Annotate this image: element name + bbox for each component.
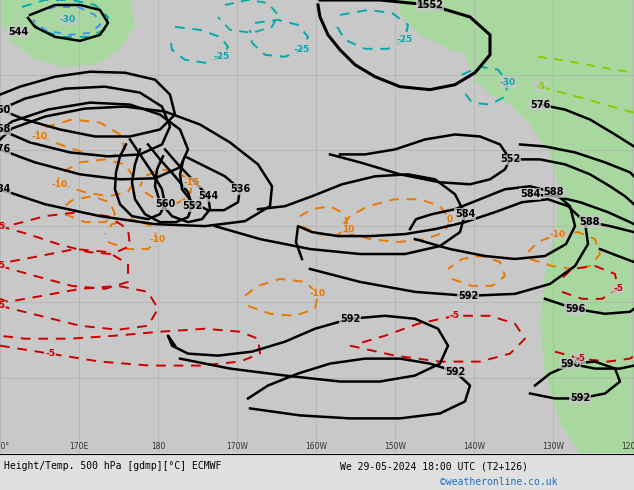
Text: 140W: 140W	[463, 442, 485, 451]
Text: 150W: 150W	[384, 442, 406, 451]
Text: 584: 584	[520, 189, 540, 199]
Text: -25: -25	[294, 45, 310, 54]
Text: -25: -25	[214, 52, 230, 61]
Text: 130W: 130W	[542, 442, 564, 451]
Text: 588: 588	[544, 187, 564, 197]
Text: 560: 560	[0, 104, 10, 115]
Text: -30: -30	[500, 78, 516, 87]
Text: 544: 544	[8, 27, 29, 37]
Text: ©weatheronline.co.uk: ©weatheronline.co.uk	[440, 477, 557, 487]
Text: 576: 576	[530, 99, 550, 110]
Text: -15: -15	[184, 178, 200, 187]
Text: 592: 592	[340, 314, 360, 324]
Text: -5: -5	[45, 349, 55, 358]
Text: 552: 552	[500, 154, 520, 164]
Text: 596: 596	[560, 359, 580, 368]
Text: 584: 584	[0, 184, 10, 194]
Text: -25: -25	[397, 35, 413, 45]
Text: 592: 592	[445, 367, 465, 377]
Text: 1552: 1552	[417, 0, 444, 10]
Text: We 29-05-2024 18:00 UTC (T2+126): We 29-05-2024 18:00 UTC (T2+126)	[340, 461, 528, 471]
Text: 0: 0	[447, 215, 453, 223]
Text: 584: 584	[455, 209, 476, 219]
Text: -5: -5	[0, 221, 5, 231]
Text: 576: 576	[0, 145, 10, 154]
Text: 120W: 120W	[621, 442, 634, 451]
Text: -5: -5	[535, 82, 545, 91]
Text: -10: -10	[150, 235, 166, 244]
Text: 180: 180	[151, 442, 165, 451]
Polygon shape	[460, 0, 634, 453]
Polygon shape	[400, 0, 505, 55]
Polygon shape	[0, 0, 135, 67]
Text: 170W: 170W	[226, 442, 248, 451]
Text: 568: 568	[0, 124, 10, 134]
Text: -10: -10	[310, 290, 326, 298]
Text: 544: 544	[198, 191, 218, 201]
Text: 552: 552	[182, 201, 202, 211]
Text: 592: 592	[458, 291, 478, 301]
Text: -10: -10	[52, 180, 68, 189]
Text: -5: -5	[575, 354, 585, 363]
Text: -10: -10	[32, 132, 48, 141]
Text: 170E: 170E	[69, 442, 89, 451]
Text: 596: 596	[565, 304, 585, 314]
Text: 536: 536	[230, 184, 250, 194]
Text: -10: -10	[550, 230, 566, 239]
Text: 10: 10	[342, 224, 354, 234]
Text: -5: -5	[0, 301, 5, 310]
Text: 160W: 160W	[305, 442, 327, 451]
Text: 588: 588	[579, 217, 600, 227]
Text: Height/Temp. 500 hPa [gdmp][°C] ECMWF: Height/Temp. 500 hPa [gdmp][°C] ECMWF	[4, 461, 221, 471]
Text: 560: 560	[155, 199, 175, 209]
Text: -30: -30	[60, 15, 76, 24]
Text: -5: -5	[450, 311, 460, 320]
Text: 180°: 180°	[0, 442, 9, 451]
Text: -5: -5	[0, 262, 5, 270]
Text: -5: -5	[613, 284, 623, 294]
Text: 592: 592	[570, 393, 590, 403]
